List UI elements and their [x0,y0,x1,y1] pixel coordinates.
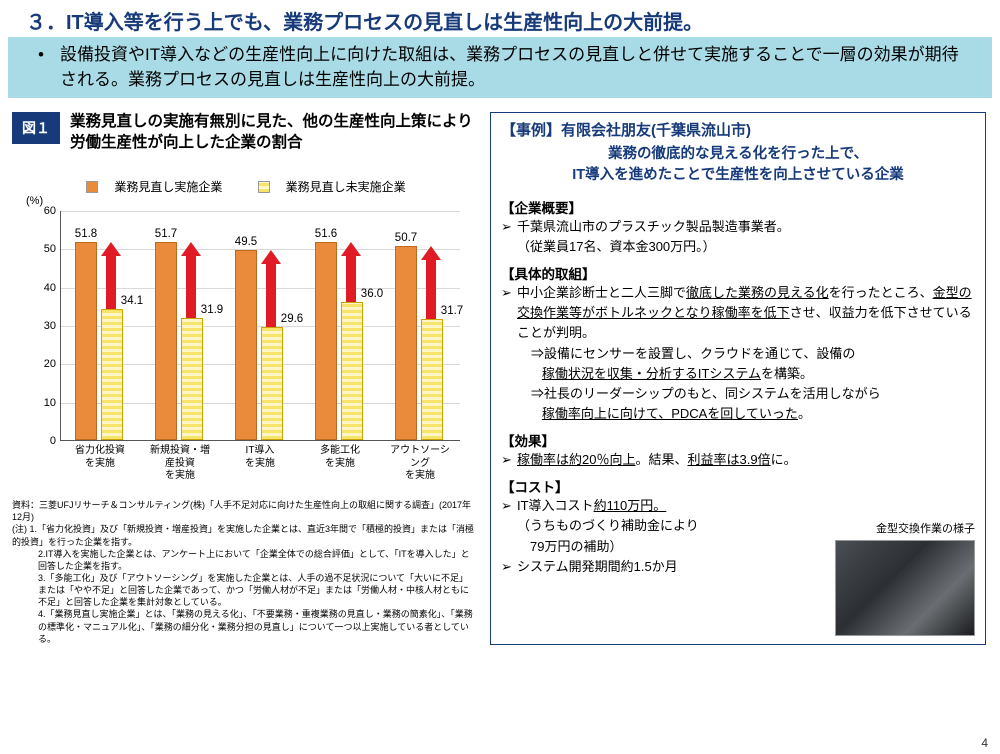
bar-chart: (%) 51.834.151.731.949.529.651.636.050.7… [16,201,468,481]
x-tick-label: 新規投資・増産投資を実施 [150,445,210,483]
effect-item: 稼働率は約20％向上。結果、利益率は3.9倍に。 [501,450,975,470]
x-tick-label: 多能工化を実施 [310,445,370,470]
bar-b [101,309,123,440]
y-tick: 10 [32,397,56,409]
case-photo [835,540,975,636]
y-tick: 40 [32,282,56,294]
y-tick: 0 [32,435,56,447]
bar-b [421,319,443,441]
y-tick: 30 [32,320,56,332]
page-title: ３．IT導入等を行う上でも、業務プロセスの見直しは生産性向上の大前提。 [0,0,1000,37]
bar-a [75,242,97,441]
action-arrow-1: ⇒設備にセンサーを設置し、クラウドを通じて、設備の 稼働状況を収集・分析するIT… [501,344,975,384]
cost-item-1: IT導入コスト約110万円。 （うちものづくり補助金により 79万円の補助） [501,496,821,556]
bar-b [341,302,363,440]
bar-value-b: 34.1 [115,295,149,307]
x-tick-label: 省力化投資を実施 [70,445,130,470]
figure-badge: 図１ [12,112,60,144]
cost-item-2: システム開発期間約1.5か月 [501,557,821,577]
photo-caption: 金型交換作業の様子 [876,520,975,536]
figure-title: 業務見直しの実施有無別に見た、他の生産性向上策により労働生産性が向上した企業の割… [70,112,480,154]
note-3: 3.「多能工化」及び「アウトソーシング」を実施した企業とは、人手の過不足状況につ… [12,572,474,608]
bar-value-b: 31.9 [195,304,229,316]
bar-a [235,250,257,440]
bar-value-a: 51.7 [149,228,183,240]
up-arrow-icon [103,242,119,310]
case-study-box: 【事例】有限会社朋友(千葉県流山市) 業務の徹底的な見える化を行った上で、IT導… [490,112,986,645]
bar-b [261,327,283,440]
bar-b [181,318,203,440]
up-arrow-icon [343,242,359,302]
y-tick: 50 [32,243,56,255]
bar-a [395,246,417,440]
legend-label-a: 業務見直し実施企業 [114,180,222,194]
legend-swatch-a [86,181,98,193]
note-source: 資料：三菱UFJリサーチ＆コンサルティング(株)「人手不足対応に向けた生産性向上… [12,499,474,523]
note-2: 2.IT導入を実施した企業とは、アンケート上において「企業全体での総合評価」とし… [12,548,474,572]
up-arrow-icon [183,242,199,318]
legend-label-b: 業務見直し未実施企業 [286,180,406,194]
bar-value-a: 50.7 [389,232,423,244]
overview-heading: 【企業概要】 [501,197,975,217]
bullet-icon: • [38,43,44,68]
action-item: 中小企業診断士と二人三脚で徹底した業務の見える化を行ったところ、金型の交換作業等… [501,283,975,343]
note-4: 4.「業務見直し実施企業」とは、「業務の見える化」、「不要業務・重複業務の見直し… [12,608,474,644]
chart-legend: 業務見直し実施企業 業務見直し未実施企業 [12,178,480,195]
bar-value-a: 51.8 [69,228,103,240]
bar-value-b: 29.6 [275,313,309,325]
bar-value-a: 51.6 [309,228,343,240]
x-tick-label: アウトソーシングを実施 [390,445,450,483]
bar-value-b: 36.0 [355,288,389,300]
bar-value-a: 49.5 [229,236,263,248]
y-tick: 60 [32,205,56,217]
page-number: 4 [981,736,988,750]
bar-value-b: 31.7 [435,305,469,317]
bar-a [315,242,337,440]
chart-footnotes: 資料：三菱UFJリサーチ＆コンサルティング(株)「人手不足対応に向けた生産性向上… [12,499,480,645]
subtitle-text: 設備投資やIT導入などの生産性向上に向けた取組は、業務プロセスの見直しと併せて実… [60,45,959,89]
action-arrow-2: ⇒社長のリーダーシップのもと、同システムを活用しながら 稼働率向上に向けて、PD… [501,384,975,424]
overview-item: 千葉県流山市のプラスチック製品製造事業者。 （従業員17名、資本金300万円。） [501,217,975,257]
left-column: 図１ 業務見直しの実施有無別に見た、他の生産性向上策により労働生産性が向上した企… [12,112,480,645]
up-arrow-icon [263,250,279,326]
cost-heading: 【コスト】 [501,476,975,496]
action-heading: 【具体的取組】 [501,263,975,283]
legend-swatch-b [258,181,270,193]
y-tick: 20 [32,358,56,370]
x-tick-label: IT導入を実施 [230,445,290,470]
case-head: 【事例】有限会社朋友(千葉県流山市) [501,119,975,140]
note-1: (注) 1.「省力化投資」及び「新規投資・増産投資」を実施した企業とは、直近3年… [12,523,474,547]
bar-a [155,242,177,440]
case-lead: 業務の徹底的な見える化を行った上で、IT導入を進めたことで生産性を向上させている… [501,144,975,185]
up-arrow-icon [423,246,439,319]
effect-heading: 【効果】 [501,430,975,450]
subtitle-band: • 設備投資やIT導入などの生産性向上に向けた取組は、業務プロセスの見直しと併せ… [8,37,992,98]
